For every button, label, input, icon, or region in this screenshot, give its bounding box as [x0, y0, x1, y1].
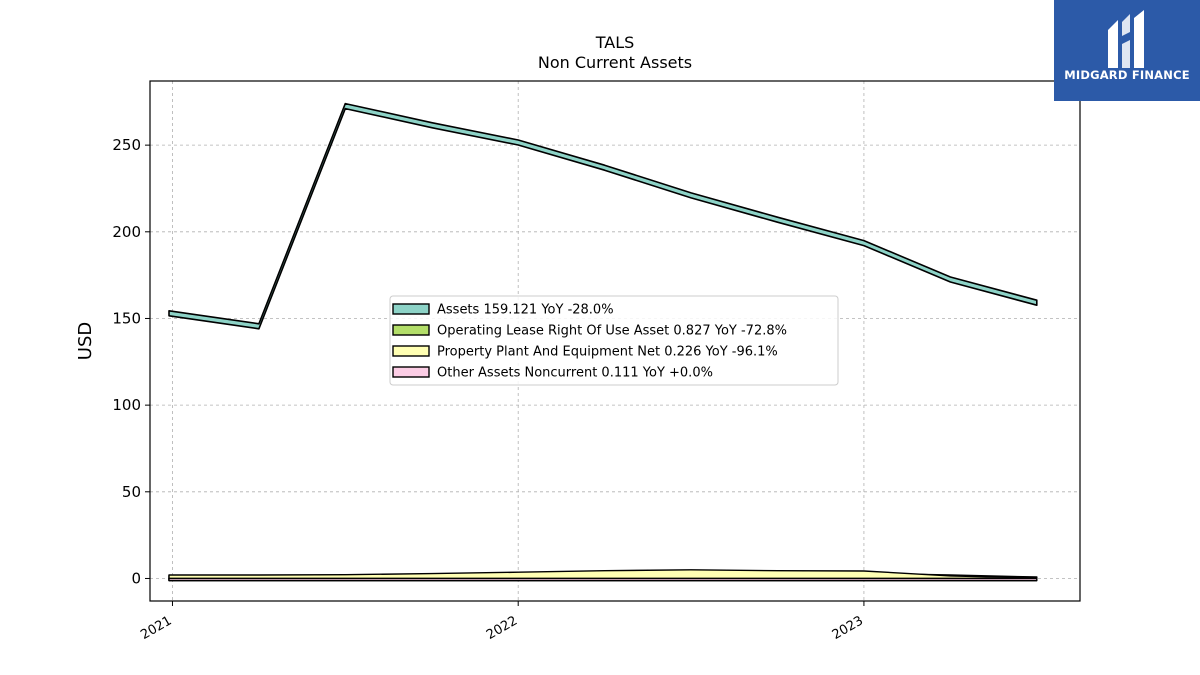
y-tick-label: 50	[122, 483, 141, 501]
midgard-logo-icon	[1108, 10, 1144, 68]
y-tick-label: 150	[112, 309, 141, 327]
legend-swatch	[392, 345, 430, 357]
series-areas	[168, 102, 1038, 582]
series-area-other-assets-noncurrent	[168, 577, 1038, 582]
brand-name: MIDGARD FINANCE	[1064, 68, 1190, 82]
chart-title: TALS	[595, 33, 635, 52]
y-tick-label: 200	[112, 223, 141, 241]
y-tick-label: 0	[131, 569, 141, 587]
legend-swatch	[392, 366, 430, 378]
x-tick-label: 2023	[830, 613, 866, 643]
y-tick-label: 250	[112, 136, 141, 154]
legend-entry: Other Assets Noncurrent 0.111 YoY +0.0%	[437, 366, 713, 381]
legend-entry: Property Plant And Equipment Net 0.226 Y…	[437, 345, 778, 360]
legend-entry: Operating Lease Right Of Use Asset 0.827…	[437, 324, 787, 339]
plot-frame	[149, 80, 1081, 602]
x-tick-label: 2022	[484, 613, 520, 643]
x-tick-label: 2021	[138, 613, 174, 643]
legend-box	[389, 295, 839, 386]
legend-entry: Assets 159.121 YoY -28.0%	[437, 303, 614, 318]
legend: Assets 159.121 YoY -28.0% Operating Lease…	[389, 295, 839, 386]
legend-swatch	[392, 303, 430, 315]
series-band-assets	[168, 102, 1038, 330]
y-axis-label: USD	[75, 322, 96, 360]
legend-swatch	[392, 324, 430, 336]
brand-logo: MIDGARD FINANCE	[1054, 0, 1200, 101]
chart-subtitle: Non Current Assets	[538, 53, 692, 72]
y-tick-label: 100	[112, 396, 141, 414]
